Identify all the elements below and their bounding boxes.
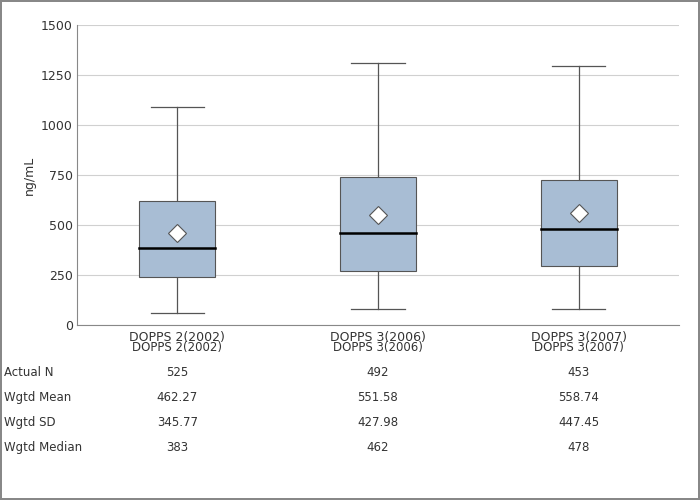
Text: 447.45: 447.45 (558, 416, 599, 429)
Text: 525: 525 (166, 366, 188, 379)
Text: DOPPS 2(2002): DOPPS 2(2002) (132, 341, 223, 354)
Text: Wgtd Mean: Wgtd Mean (4, 391, 71, 404)
Text: 462.27: 462.27 (157, 391, 198, 404)
Text: 383: 383 (167, 441, 188, 454)
Text: Wgtd SD: Wgtd SD (4, 416, 55, 429)
Text: 453: 453 (568, 366, 590, 379)
Text: 427.98: 427.98 (358, 416, 398, 429)
Text: 558.74: 558.74 (558, 391, 599, 404)
Bar (139, 201, 216, 277)
Y-axis label: ng/mL: ng/mL (22, 156, 36, 194)
Text: 492: 492 (367, 366, 389, 379)
Text: 345.77: 345.77 (157, 416, 198, 429)
Text: Wgtd Median: Wgtd Median (4, 441, 82, 454)
Text: Actual N: Actual N (4, 366, 53, 379)
Text: DOPPS 3(2006): DOPPS 3(2006) (333, 341, 423, 354)
Text: 551.58: 551.58 (358, 391, 398, 404)
Text: 478: 478 (568, 441, 590, 454)
Text: DOPPS 3(2007): DOPPS 3(2007) (533, 341, 624, 354)
Bar (540, 180, 617, 266)
Text: 462: 462 (367, 441, 389, 454)
Bar (340, 177, 416, 271)
